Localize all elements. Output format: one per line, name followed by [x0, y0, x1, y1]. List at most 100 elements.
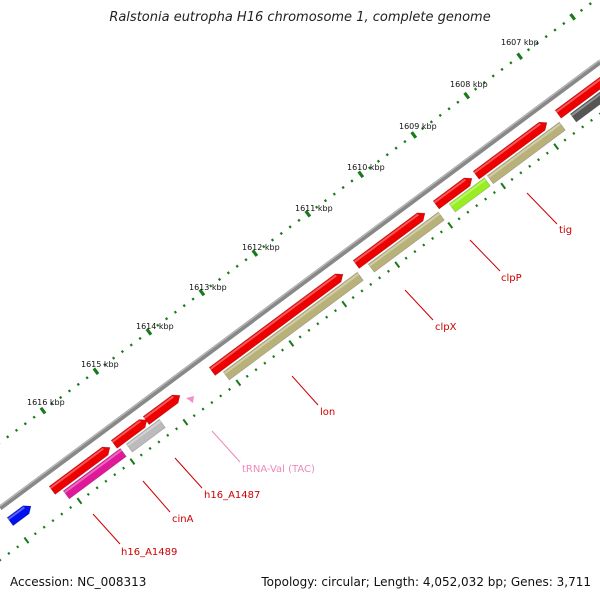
ruler-tick	[544, 34, 548, 39]
ruler-tick	[198, 288, 206, 297]
gene-clpP[interactable]	[472, 121, 548, 180]
ruler-tick	[103, 363, 107, 367]
trna-val-marker[interactable]	[186, 396, 194, 403]
gene-label-clpP[interactable]: clpP	[501, 273, 522, 284]
cds-h16_A1489[interactable]	[62, 448, 127, 500]
inner-tick	[228, 387, 232, 391]
inner-tick	[148, 446, 152, 451]
gene-blue[interactable]	[6, 505, 32, 527]
ruler-label-1613: 1613 kbp	[189, 283, 227, 292]
inner-tick	[466, 210, 470, 214]
ruler-tick	[156, 323, 160, 327]
inner-tick	[51, 519, 55, 523]
ruler-tick	[244, 258, 248, 262]
ruler-tick	[111, 356, 116, 360]
inner-tick	[175, 427, 179, 431]
inner-tick	[166, 433, 170, 437]
cds-cinA[interactable]	[125, 419, 166, 453]
inner-tick	[519, 171, 523, 175]
inner-tick	[369, 282, 373, 286]
ruler-tick	[350, 179, 354, 183]
inner-tick	[528, 164, 532, 168]
cds-lon[interactable]	[222, 271, 364, 381]
gene-h16_A1487[interactable]	[142, 394, 181, 425]
ruler-label-1608: 1608 kbp	[450, 80, 488, 89]
inner-tick	[7, 551, 11, 555]
ruler-tick	[209, 284, 213, 288]
ruler-tick	[92, 367, 100, 376]
gene-label-h16_A1489[interactable]: h16_A1489	[121, 547, 177, 558]
leader-line-cinA	[142, 480, 171, 513]
ruler-tick	[385, 153, 389, 157]
cds-clpP[interactable]	[448, 177, 491, 213]
gene-clpP-small-highlight	[433, 178, 466, 204]
gene-label-clpX[interactable]: clpX	[435, 322, 457, 333]
inner-tick	[341, 300, 348, 308]
inner-tick	[60, 512, 64, 516]
gene-label-lon[interactable]: lon	[320, 407, 335, 418]
inner-tick	[351, 295, 355, 300]
inner-tick	[404, 256, 408, 260]
ruler-tick	[279, 231, 283, 236]
inner-tick	[413, 250, 417, 254]
gene-cinA[interactable]	[110, 419, 148, 449]
inner-tick	[589, 118, 594, 122]
ruler-tick	[420, 126, 425, 131]
ruler-tick	[463, 91, 471, 100]
inner-tick	[0, 558, 2, 562]
gene-clpP-small[interactable]	[432, 177, 473, 210]
inner-tick	[298, 335, 302, 339]
map-title: Ralstonia eutropha H16 chromosome 1, com…	[109, 10, 491, 25]
ruler-tick	[120, 349, 125, 354]
gene-cinA-highlight	[111, 420, 141, 443]
gene-tig[interactable]	[554, 72, 600, 119]
inner-tick	[386, 269, 390, 273]
gene-clpX[interactable]	[352, 212, 426, 269]
ruler-tick	[217, 277, 222, 282]
inner-tick	[422, 243, 426, 247]
ruler-tick	[173, 310, 177, 314]
ruler-tick	[76, 382, 80, 386]
chromosome-backbone	[0, 59, 600, 511]
inner-tick	[572, 131, 576, 136]
ruler-tick	[235, 264, 239, 268]
inner-tick	[245, 374, 249, 378]
ruler-tick	[39, 406, 47, 415]
inner-tick	[431, 236, 435, 241]
inner-tick	[42, 525, 46, 529]
inner-tick	[129, 458, 136, 465]
cds-cinA-highlight	[126, 420, 162, 447]
inner-tick	[139, 453, 143, 457]
inner-tick	[182, 418, 189, 426]
ruler-tick	[357, 170, 365, 179]
ruler-tick	[251, 249, 259, 257]
gene-clpP-highlight	[473, 122, 541, 174]
inner-tick	[563, 138, 567, 142]
inner-tick	[280, 348, 285, 352]
inner-tick	[484, 197, 488, 201]
gene-h16_A1489[interactable]	[48, 446, 111, 495]
gene-features	[6, 72, 600, 527]
gene-label-tig[interactable]: tig	[559, 225, 572, 236]
gene-label-h16_A1487[interactable]: h16_A1487	[204, 490, 260, 501]
inner-dotted-arc	[0, 112, 600, 562]
ruler-tick	[341, 185, 345, 190]
ruler-label-1615: 1615 kbp	[81, 360, 119, 369]
ruler-tick	[332, 192, 336, 196]
leader-line-h16_A1487	[174, 457, 203, 489]
leader-line-clpP	[469, 239, 501, 272]
inner-tick	[492, 190, 496, 195]
cds-h16_A1489-highlight	[63, 449, 123, 494]
gene-label-cinA[interactable]: cinA	[172, 514, 194, 525]
ruler-tick	[288, 225, 292, 229]
gene-lon[interactable]	[208, 273, 344, 376]
cds-tig-dark-highlight	[570, 93, 600, 117]
ruler-label-1616: 1616 kbp	[27, 398, 65, 407]
cds-clpX[interactable]	[367, 211, 445, 273]
gene-label-trna-val[interactable]: tRNA-Val (TAC)	[242, 464, 315, 475]
ruler-tick	[447, 107, 451, 111]
leader-line-clpX	[404, 289, 434, 321]
cds-clpP-highlight	[449, 178, 487, 207]
cds-tig[interactable]	[486, 121, 566, 185]
ruler-label-1610: 1610 kbp	[347, 163, 385, 172]
